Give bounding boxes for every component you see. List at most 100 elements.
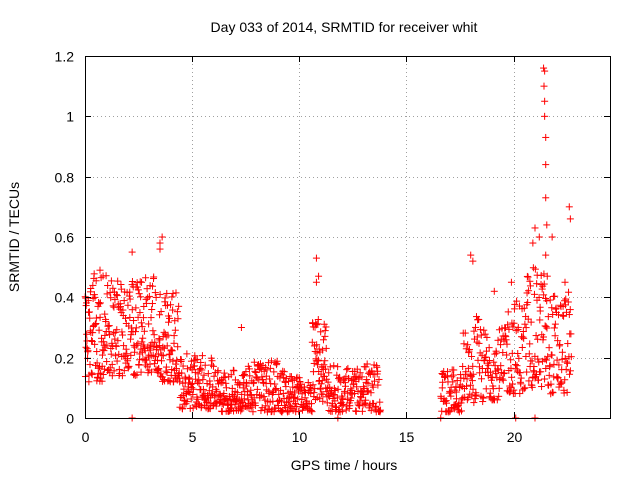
data-point	[470, 399, 478, 407]
data-point	[230, 367, 238, 375]
data-point	[535, 294, 543, 302]
data-point	[529, 239, 537, 247]
data-point	[457, 399, 465, 407]
data-point	[495, 384, 503, 392]
data-point	[543, 272, 551, 280]
data-point	[376, 398, 384, 406]
data-point	[319, 397, 327, 405]
data-point	[148, 306, 156, 314]
data-point	[120, 367, 128, 375]
data-point	[534, 355, 542, 363]
data-point	[149, 282, 157, 290]
data-point	[490, 358, 498, 366]
data-point	[551, 292, 559, 300]
data-point	[560, 389, 568, 397]
data-point	[260, 393, 268, 401]
data-point	[137, 368, 145, 376]
data-point	[178, 369, 186, 377]
data-point	[344, 364, 352, 372]
data-point	[88, 337, 96, 345]
data-point	[183, 365, 191, 373]
data-point	[194, 395, 202, 403]
data-point	[172, 289, 180, 297]
data-point	[156, 239, 164, 247]
data-point	[210, 372, 218, 380]
data-point	[539, 333, 547, 341]
data-point	[495, 392, 503, 400]
data-point	[541, 97, 549, 105]
y-tick-label: 0	[66, 411, 74, 427]
data-point	[525, 287, 533, 295]
data-point	[139, 341, 147, 349]
data-point	[564, 340, 572, 348]
data-point	[158, 351, 166, 359]
data-point	[524, 298, 532, 306]
data-point	[540, 280, 548, 288]
data-point	[107, 294, 115, 302]
data-point	[243, 380, 251, 388]
data-point	[319, 346, 327, 354]
data-point	[230, 407, 238, 415]
data-point	[160, 328, 168, 336]
data-point	[486, 368, 494, 376]
data-point	[91, 293, 99, 301]
data-point	[374, 367, 382, 375]
data-point	[536, 307, 544, 315]
data-point	[505, 325, 513, 333]
data-point	[195, 380, 203, 388]
data-point	[233, 389, 241, 397]
data-point	[293, 403, 301, 411]
data-point	[120, 342, 128, 350]
data-point	[270, 368, 278, 376]
data-point	[322, 323, 330, 331]
data-point	[527, 318, 535, 326]
data-point	[312, 278, 320, 286]
data-point	[443, 399, 451, 407]
data-point	[526, 340, 534, 348]
y-axis-label: SRMTID / TECUs	[6, 182, 22, 292]
y-tick-label: 1.2	[55, 49, 75, 65]
data-point	[353, 365, 361, 373]
data-point	[159, 352, 167, 360]
data-point	[475, 316, 483, 324]
data-point	[310, 389, 318, 397]
data-point	[250, 358, 258, 366]
data-point	[139, 334, 147, 342]
data-point	[524, 273, 532, 281]
data-point	[101, 331, 109, 339]
data-point	[491, 350, 499, 358]
data-point	[190, 362, 198, 370]
data-point	[168, 347, 176, 355]
data-point	[189, 385, 197, 393]
data-point	[253, 385, 261, 393]
data-point	[553, 356, 561, 364]
data-point	[289, 383, 297, 391]
data-point	[542, 133, 550, 141]
data-point	[136, 309, 144, 317]
data-point	[171, 326, 179, 334]
x-tick-label: 20	[507, 429, 523, 445]
data-point	[321, 357, 329, 365]
data-point	[486, 389, 494, 397]
y-tick-label: 1	[66, 109, 74, 125]
data-point	[178, 405, 186, 413]
data-point	[353, 383, 361, 391]
data-point	[150, 331, 158, 339]
data-point	[123, 350, 131, 358]
data-point	[157, 308, 165, 316]
data-point	[219, 378, 227, 386]
data-point	[468, 377, 476, 385]
data-point	[89, 281, 97, 289]
data-point	[499, 376, 507, 384]
data-point	[547, 380, 555, 388]
data-point	[501, 332, 509, 340]
data-point	[525, 350, 533, 358]
data-point	[359, 389, 367, 397]
data-point	[548, 233, 556, 241]
data-point	[535, 358, 543, 366]
data-point	[266, 364, 274, 372]
data-point	[560, 312, 568, 320]
data-point	[317, 328, 325, 336]
data-point	[271, 386, 279, 394]
data-point	[169, 306, 177, 314]
